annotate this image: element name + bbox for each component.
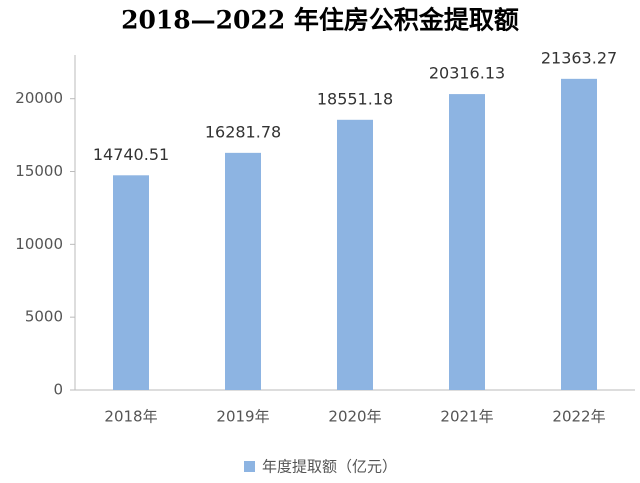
data-label: 18551.18 [317,89,393,108]
data-label: 20316.13 [429,64,505,83]
x-tick-label: 2022年 [552,408,605,426]
legend-label: 年度提取额（亿元） [262,458,397,476]
data-label: 14740.51 [93,145,169,164]
bar [561,78,597,390]
x-tick-label: 2018年 [104,408,157,426]
bar [337,119,373,390]
data-label: 21363.27 [541,48,617,67]
bar [449,94,485,390]
x-tick-label: 2021年 [440,408,493,426]
bar [113,175,149,390]
y-tick-label: 0 [53,381,63,399]
x-tick-label: 2020年 [328,408,381,426]
bar [225,152,261,390]
data-label: 16281.78 [205,122,281,141]
y-tick-label: 10000 [15,235,63,253]
y-tick-label: 5000 [25,308,63,326]
y-tick-label: 15000 [15,162,63,180]
x-tick-label: 2019年 [216,408,269,426]
chart-title: 2018—2022 年住房公积金提取额 [121,6,519,35]
y-tick-label: 20000 [15,89,63,107]
legend-swatch [244,461,255,472]
